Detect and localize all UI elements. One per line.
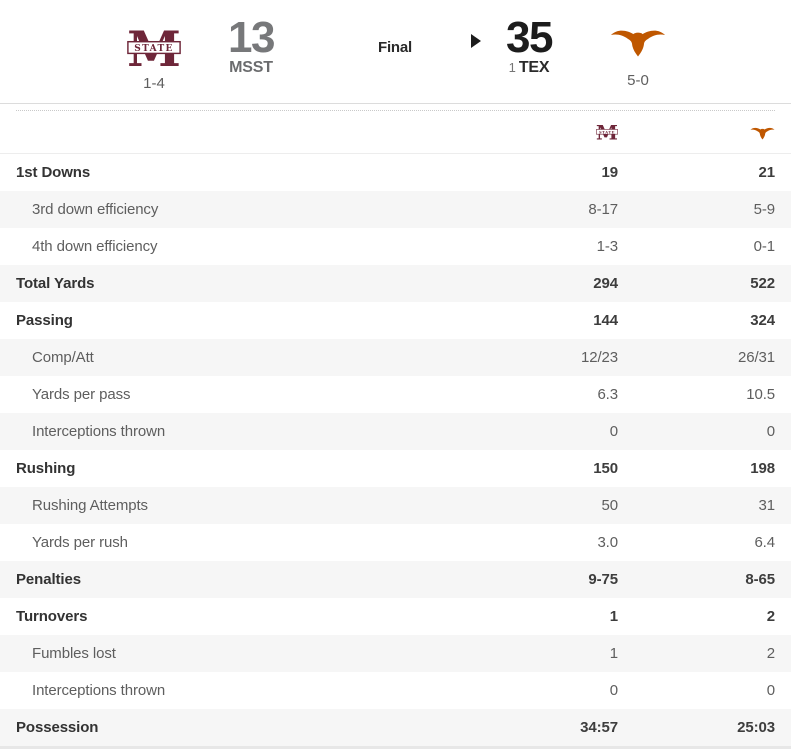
- texas-longhorns-logo[interactable]: [610, 24, 666, 60]
- home-stat-value: 0-1: [753, 238, 775, 255]
- stat-row: 4th down efficiency 1-3 0-1: [0, 228, 791, 265]
- stat-row: Rushing 150 198: [0, 450, 791, 487]
- away-stat-value: 34:57: [580, 719, 618, 736]
- home-stat-value: 5-9: [753, 201, 775, 218]
- stat-label: Yards per pass: [32, 386, 131, 403]
- stat-row: 1st Downs 19 21: [0, 154, 791, 191]
- stat-label: Yards per rush: [32, 534, 128, 551]
- game-status: Final: [377, 39, 412, 56]
- away-stat-value: 144: [593, 312, 618, 329]
- stat-label: Rushing: [16, 460, 76, 477]
- stat-label: Total Yards: [16, 275, 95, 292]
- scoreboard: 1-4 13 MSST Final 35 1 TEX 5-0: [0, 0, 791, 104]
- away-stat-value: 0: [609, 682, 618, 699]
- stat-row: Yards per pass 6.3 10.5: [0, 376, 791, 413]
- winner-arrow-icon: [471, 34, 481, 48]
- away-stat-value: 6.3: [597, 386, 618, 403]
- away-stat-value: 150: [593, 460, 618, 477]
- stats-table: 1st Downs 19 21 3rd down efficiency 8-17…: [0, 154, 791, 746]
- mississippi-state-logo[interactable]: [127, 24, 181, 72]
- stat-label: Possession: [16, 719, 99, 736]
- away-stat-value: 19: [601, 164, 619, 181]
- stat-label: Fumbles lost: [32, 645, 116, 662]
- stat-label: 1st Downs: [16, 164, 91, 181]
- stat-row: 3rd down efficiency 8-17 5-9: [0, 191, 791, 228]
- away-stat-value: 9-75: [588, 571, 618, 588]
- stat-label: Comp/Att: [32, 349, 94, 366]
- stat-row: Interceptions thrown 0 0: [0, 672, 791, 709]
- home-abbr-line: 1 TEX: [479, 59, 579, 77]
- home-stat-value: 10.5: [746, 386, 775, 403]
- team-stats-panel: 1st Downs 19 21 3rd down efficiency 8-17…: [0, 110, 791, 749]
- home-stat-value: 25:03: [737, 719, 775, 736]
- away-score: 13: [228, 13, 275, 62]
- away-column-header: [484, 122, 634, 142]
- stat-row: Fumbles lost 1 2: [0, 635, 791, 672]
- away-stat-value: 0: [609, 423, 618, 440]
- stat-label: 3rd down efficiency: [32, 201, 159, 218]
- away-stat-value: 1: [609, 608, 618, 625]
- stat-row: Yards per rush 3.0 6.4: [0, 524, 791, 561]
- texas-longhorns-mini-logo[interactable]: [750, 125, 775, 141]
- home-stat-value: 522: [750, 275, 775, 292]
- stat-label: 4th down efficiency: [32, 238, 158, 255]
- home-score: 35: [506, 13, 553, 62]
- stat-row: Possession 34:57 25:03: [0, 709, 791, 746]
- stats-column-header: [0, 111, 791, 154]
- away-abbr: MSST: [229, 59, 273, 76]
- stat-row: Comp/Att 12/23 26/31: [0, 339, 791, 376]
- home-abbr: TEX: [518, 59, 550, 76]
- home-record: 5-0: [627, 72, 649, 89]
- home-stat-value: 2: [766, 608, 775, 625]
- stat-row: Penalties 9-75 8-65: [0, 561, 791, 598]
- bottom-divider: [0, 746, 791, 749]
- stat-row: Interceptions thrown 0 0: [0, 413, 791, 450]
- home-stat-value: 2: [766, 645, 775, 662]
- stat-label: Passing: [16, 312, 73, 329]
- away-record: 1-4: [143, 75, 165, 92]
- mississippi-state-mini-logo[interactable]: [596, 122, 618, 142]
- away-stat-value: 8-17: [588, 201, 618, 218]
- stat-row: Passing 144 324: [0, 302, 791, 339]
- stat-label: Rushing Attempts: [32, 497, 148, 514]
- stat-row: Rushing Attempts 50 31: [0, 487, 791, 524]
- away-stat-value: 50: [601, 497, 619, 514]
- home-stat-value: 8-65: [745, 571, 775, 588]
- home-stat-value: 324: [750, 312, 775, 329]
- stat-label: Interceptions thrown: [32, 423, 166, 440]
- home-stat-value: 0: [766, 423, 775, 440]
- stat-label: Penalties: [16, 571, 81, 588]
- away-stat-value: 1-3: [596, 238, 618, 255]
- away-stat-value: 3.0: [597, 534, 618, 551]
- home-stat-value: 198: [750, 460, 775, 477]
- home-stat-value: 26/31: [737, 349, 775, 366]
- away-stat-value: 294: [593, 275, 618, 292]
- home-stat-value: 31: [758, 497, 776, 514]
- dotted-divider: [16, 110, 775, 111]
- away-stat-value: 1: [609, 645, 618, 662]
- stat-label: Turnovers: [16, 608, 88, 625]
- home-rank: 1: [508, 60, 516, 75]
- home-stat-value: 6.4: [754, 534, 775, 551]
- stat-label: Interceptions thrown: [32, 682, 166, 699]
- home-stat-value: 21: [758, 164, 776, 181]
- home-column-header: [634, 123, 791, 140]
- stat-row: Turnovers 1 2: [0, 598, 791, 635]
- away-stat-value: 12/23: [580, 349, 618, 366]
- stat-row: Total Yards 294 522: [0, 265, 791, 302]
- home-stat-value: 0: [766, 682, 775, 699]
